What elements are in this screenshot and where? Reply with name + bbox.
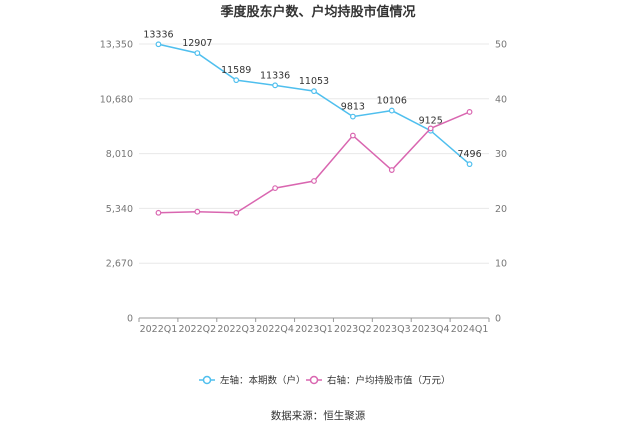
legend-swatch-marker [309, 375, 319, 385]
chart-title: 季度股东户数、户均持股市值情况 [219, 4, 415, 20]
x-axis-tick-label: 2024Q1 [451, 324, 489, 335]
right-axis-tick-label: 10 [495, 259, 507, 270]
right-axis-tick-label: 40 [495, 94, 507, 105]
x-axis-tick-label: 2023Q3 [373, 324, 411, 335]
data-point [194, 50, 201, 56]
legend-item-1[interactable]: 左轴：本期数（户） [199, 375, 306, 387]
left-axis-tick-label: 10,680 [100, 94, 133, 105]
x-axis-tick-label: 2022Q2 [178, 324, 216, 335]
left-axis-tick-label: 0 [127, 314, 133, 325]
data-point [155, 41, 162, 48]
data-point [272, 185, 279, 192]
x-axis-tick-label: 2023Q4 [412, 324, 450, 335]
data-label: 11053 [299, 76, 329, 87]
series-1: 13336 12907 11589 11336 11053 9813 10106 9125 74… [143, 29, 482, 168]
data-point [233, 77, 240, 84]
data-label: 9813 [341, 102, 365, 113]
series-group: 13336 12907 11589 11336 11053 9813 10106 9125 74… [143, 29, 482, 216]
legend[interactable]: 左轴：本期数（户） 右轴：户均持股市值（万元） [199, 375, 451, 387]
data-point [311, 88, 317, 95]
right-axis-tick-label: 0 [495, 314, 501, 325]
series-line [158, 43, 471, 165]
data-label: 11336 [260, 70, 290, 81]
data-point [272, 82, 279, 89]
right-axis-tick-label: 20 [495, 204, 507, 215]
legend-item-2[interactable]: 右轴：户均持股市值（万元） [306, 375, 451, 387]
x-axis-tick-label: 2022Q4 [256, 324, 294, 335]
right-axis-tick-label: 30 [495, 149, 507, 160]
x-axis-tick-label: 2022Q1 [140, 324, 178, 335]
data-label: 12907 [182, 38, 212, 49]
data-point [466, 109, 473, 115]
source-note: 数据来源：恒生聚源 [271, 409, 366, 422]
data-label: 13336 [143, 29, 173, 40]
left-axis-tick-label: 13,350 [100, 40, 133, 51]
data-point [388, 167, 395, 173]
data-point [388, 107, 395, 114]
data-label: 7496 [457, 149, 481, 160]
legend-label: 左轴：本期数（户） [220, 375, 306, 387]
x-axis-tick-label: 2022Q3 [217, 324, 255, 335]
data-point [466, 161, 473, 168]
left-axis-tick-label: 8,010 [106, 149, 133, 160]
data-point [427, 125, 434, 132]
right-axis-tick-label: 50 [495, 40, 507, 51]
data-point [349, 132, 356, 139]
left-axis-tick-label: 5,340 [106, 204, 133, 215]
data-point [349, 113, 356, 120]
x-axis-tick-label: 2023Q1 [295, 324, 333, 335]
data-point [233, 209, 240, 216]
data-point [311, 178, 317, 184]
grid [138, 43, 490, 322]
legend-swatch-marker [202, 375, 212, 385]
axis-ticks: 0 0 2,670 10 5,340 20 8,010 30 10,680 40 13,350 50 2… [100, 40, 507, 336]
left-axis-tick-label: 2,670 [106, 259, 133, 270]
data-point [155, 209, 162, 216]
x-axis-tick-label: 2023Q2 [334, 324, 372, 335]
data-label: 10106 [377, 96, 407, 107]
data-label: 9125 [419, 116, 443, 127]
series-2 [155, 109, 473, 216]
data-label: 11589 [221, 65, 251, 76]
data-point [194, 208, 201, 215]
legend-label: 右轴：户均持股市值（万元） [327, 375, 451, 387]
